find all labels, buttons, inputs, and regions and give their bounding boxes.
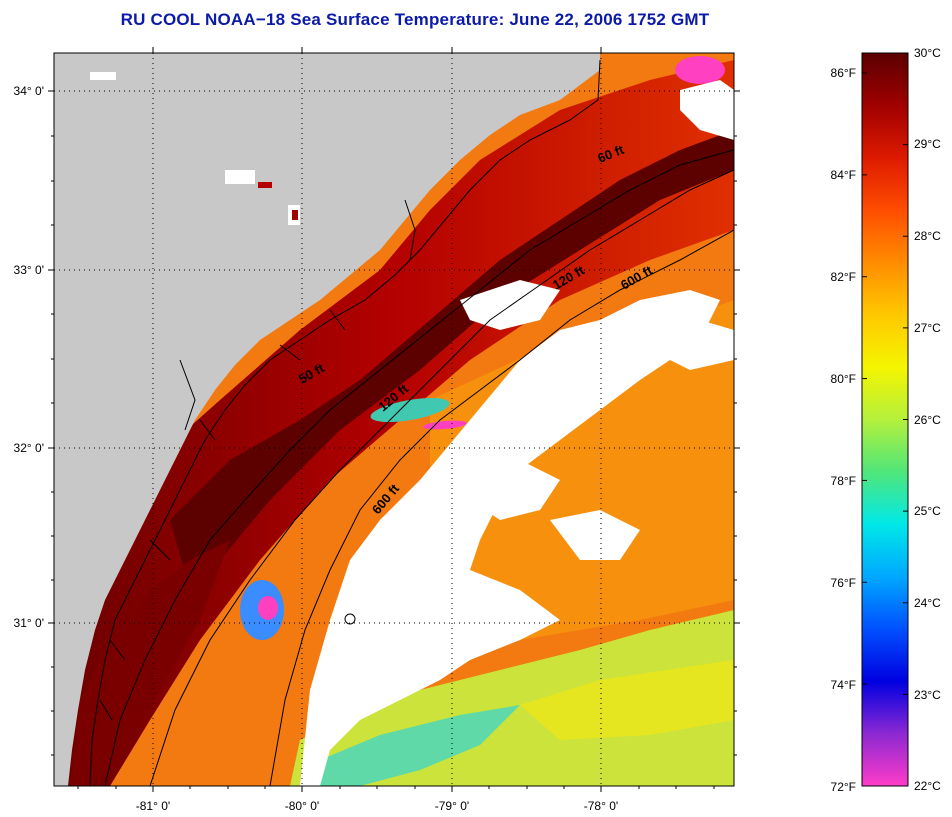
land-area xyxy=(54,53,600,786)
cb-label-84f: 84°F xyxy=(831,168,856,182)
land-cloud-2 xyxy=(225,170,255,184)
cb-label-80f: 80°F xyxy=(831,372,856,386)
contour-600ft xyxy=(269,229,734,786)
cb-label-27c: 27°C xyxy=(914,321,941,335)
map-frame xyxy=(53,52,735,787)
coastline xyxy=(89,59,601,786)
lon-label-81: -81° 0' xyxy=(136,799,170,813)
cloud-cover-6 xyxy=(550,510,640,560)
cb-label-86f: 86°F xyxy=(831,66,856,80)
estuary-lines xyxy=(99,199,416,721)
warm-core-lower xyxy=(70,540,230,786)
colorbar-ticks xyxy=(862,52,908,787)
seamount-contour xyxy=(344,613,356,625)
cb-label-76f: 76°F xyxy=(831,576,856,590)
yellow-water-patch xyxy=(520,660,734,740)
cb-label-22c: 22°C xyxy=(914,779,941,793)
lon-label-78: -78° 0' xyxy=(584,799,618,813)
cb-label-82f: 82°F xyxy=(831,270,856,284)
cb-label-23c: 23°C xyxy=(914,688,941,702)
lat-label-32: 32° 0' xyxy=(14,441,44,455)
cb-label-72f: 72°F xyxy=(831,780,856,794)
cb-label-30c: 30°C xyxy=(914,46,941,60)
cb-label-24c: 24°C xyxy=(914,596,941,610)
cool-patch-3 xyxy=(370,397,450,423)
land-warm-speck-2 xyxy=(292,210,298,220)
cloud-cover-4 xyxy=(680,80,734,140)
cb-label-28c: 28°C xyxy=(914,229,941,243)
cloud-cover-2 xyxy=(460,280,560,330)
cloud-cover-main xyxy=(300,290,720,786)
cb-label-25c: 25°C xyxy=(914,504,941,518)
cool-patch-5 xyxy=(675,56,725,84)
cb-label-78f: 78°F xyxy=(831,474,856,488)
cloud-cover-3 xyxy=(640,320,734,370)
cloud-cover-5 xyxy=(470,460,560,520)
map-title: RU COOL NOAA−18 Sea Surface Temperature:… xyxy=(120,10,710,29)
cool-patch-2 xyxy=(258,596,278,620)
cyan-water-patch xyxy=(320,705,520,786)
land-warm-speck xyxy=(258,182,272,188)
cb-label-29c: 29°C xyxy=(914,137,941,151)
graticule xyxy=(54,53,734,786)
lat-label-34: 34° 0' xyxy=(14,84,44,98)
cool-patch-4 xyxy=(423,420,467,430)
lon-label-80: -80° 0' xyxy=(285,799,319,813)
lat-label-31: 31° 0' xyxy=(14,616,44,630)
axis-ticks xyxy=(48,47,740,792)
lat-label-33: 33° 0' xyxy=(14,263,44,277)
cb-label-74f: 74°F xyxy=(831,678,856,692)
contour-120ft xyxy=(149,169,734,786)
cb-label-26c: 26°C xyxy=(914,413,941,427)
colorbar-gradient xyxy=(861,52,909,787)
lon-label-79: -79° 0' xyxy=(435,799,469,813)
temperature-colorbar: 86°F 84°F 82°F 80°F 78°F 76°F 74°F 72°F … xyxy=(831,46,942,794)
contour-60ft xyxy=(104,149,734,786)
land-cloud-1 xyxy=(90,72,116,80)
